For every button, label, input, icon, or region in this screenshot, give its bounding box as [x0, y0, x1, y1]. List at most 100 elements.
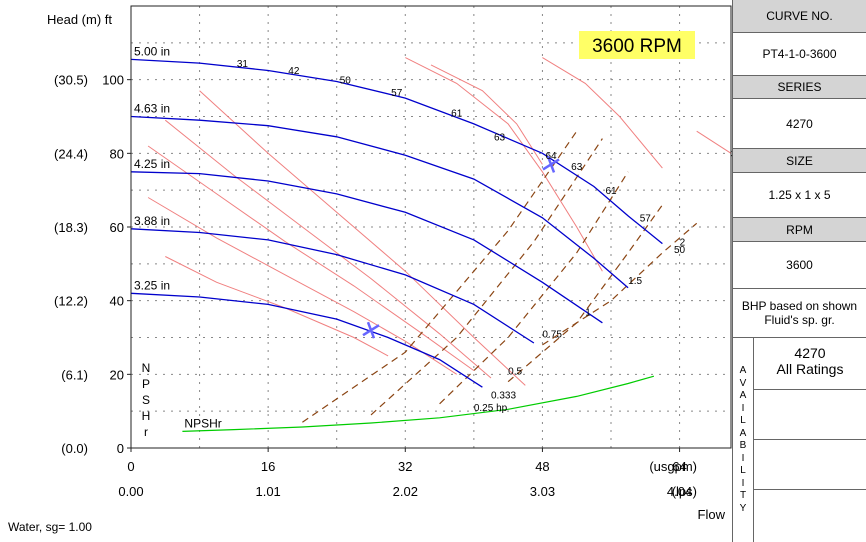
availability-letter: A — [739, 365, 747, 376]
availability-letter: B — [739, 440, 747, 451]
bep-mark — [546, 155, 556, 173]
availability-letter: I — [741, 402, 745, 414]
x-tick-label: 32 — [398, 459, 412, 474]
x-axis-label: Flow — [698, 507, 726, 522]
efficiency-label: 63 — [571, 162, 583, 173]
efficiency-label: 31 — [237, 59, 249, 70]
x-tick-label-secondary: 4.04 — [667, 484, 692, 499]
efficiency-curve — [164, 119, 492, 379]
rpm-value: 3600 — [733, 242, 866, 289]
x-tick-label-secondary: 1.01 — [255, 484, 280, 499]
x-tick-label-secondary: 3.03 — [530, 484, 555, 499]
availability-letter: A — [739, 427, 747, 439]
x-tick-label: 16 — [261, 459, 275, 474]
series-label: SERIES — [733, 76, 866, 99]
y-tick-label-secondary: (18.3) — [54, 220, 88, 235]
efficiency-curve — [147, 197, 457, 375]
impeller-label: 5.00 in — [134, 44, 170, 58]
y-tick-label-secondary: (6.1) — [61, 367, 88, 382]
series-value: 4270 — [733, 99, 866, 149]
x-tick-label-secondary: 0.00 — [118, 484, 143, 499]
npsh-vertical-letter: r — [144, 425, 148, 439]
curve-no-label: CURVE NO. — [733, 0, 866, 33]
bhp-curve — [542, 222, 698, 346]
y-tick-label: 60 — [110, 220, 124, 235]
availability-subtitle: All Ratings — [776, 361, 844, 377]
impeller-curve — [130, 292, 483, 388]
npshr-label: NPSHr — [184, 416, 221, 430]
chart-title: 3600 RPM — [592, 36, 682, 57]
y-axis-label: Head (m) ft — [47, 12, 112, 27]
x-unit-secondary: (lps) — [672, 484, 697, 499]
y-tick-label: 0 — [117, 441, 124, 456]
availability-title: 4270 — [794, 345, 826, 361]
availability-letter: I — [741, 477, 745, 489]
grid — [127, 6, 731, 452]
impeller-curve — [130, 115, 629, 289]
x-tick-label: 64 — [672, 459, 686, 474]
bep-mark — [366, 321, 376, 339]
availability-entry: 4270 All Ratings — [754, 338, 866, 390]
fluid-note: Water, sg= 1.00 — [8, 520, 92, 534]
impeller-label: 3.88 in — [134, 214, 170, 228]
bhp-label: 1.5 — [628, 276, 642, 287]
npsh-vertical-letter: P — [142, 377, 150, 391]
availability-letter: A — [739, 390, 747, 401]
size-value: 1.25 x 1 x 5 — [733, 173, 866, 218]
efficiency-label: 50 — [340, 75, 352, 86]
efficiency-curve — [696, 130, 732, 154]
efficiency-curve — [430, 64, 543, 165]
efficiency-label: 61 — [605, 186, 617, 197]
curve-info-panel: CURVE NO. PT4-1-0-3600 SERIES 4270 SIZE … — [732, 0, 866, 542]
npshr-line — [182, 375, 655, 432]
availability-letter: Y — [739, 502, 747, 514]
availability-letter: L — [740, 465, 746, 476]
efficiency-label: 64 — [545, 151, 557, 162]
impeller-label: 4.63 in — [134, 102, 170, 116]
rpm-label: RPM — [733, 218, 866, 242]
bhp-note: BHP based on shown Fluid's sp. gr. — [733, 289, 866, 338]
x-tick-label: 0 — [127, 459, 134, 474]
size-label: SIZE — [733, 149, 866, 173]
impeller-curve — [130, 58, 663, 245]
efficiency-label: 61 — [451, 109, 463, 120]
impeller-curve — [130, 228, 535, 344]
npsh-vertical-letter: S — [142, 393, 150, 407]
x-tick-label-secondary: 2.02 — [393, 484, 418, 499]
efficiency-label: 57 — [391, 88, 403, 99]
efficiency-label: 63 — [494, 132, 506, 143]
efficiency-curve — [147, 145, 475, 372]
availability-letter: V — [739, 377, 747, 389]
bhp-label: 0.75 — [542, 330, 562, 341]
bhp-label: 0.5 — [508, 366, 522, 377]
curve-no-value: PT4-1-0-3600 — [733, 33, 866, 76]
efficiency-curves — [147, 57, 732, 386]
efficiency-label: 50 — [674, 245, 686, 256]
impeller-label: 4.25 in — [134, 157, 170, 171]
bhp-curve — [302, 130, 578, 423]
y-tick-label-secondary: (24.4) — [54, 146, 88, 161]
availability-letter: I — [741, 452, 745, 464]
efficiency-label: 42 — [288, 66, 300, 77]
title-highlight — [579, 31, 695, 59]
bhp-curve — [507, 204, 663, 383]
bhp-curve — [439, 171, 629, 405]
y-tick-label-secondary: (0.0) — [61, 441, 88, 456]
y-tick-label-secondary: (30.5) — [54, 73, 88, 88]
npshr-curve — [182, 375, 655, 432]
y-tick-label: 100 — [102, 73, 124, 88]
bhp-curves — [302, 130, 698, 423]
availability-letter: L — [740, 415, 746, 426]
y-tick-label: 80 — [110, 146, 124, 161]
pump-curve-chart: 0 0.00 16 1.01 32 2.02 48 3.03 64 4.04 0 (0.0) 20 (6.… — [47, 5, 732, 522]
bhp-curve — [370, 138, 603, 416]
bep-marks — [362, 155, 560, 339]
bhp-label: 2 — [680, 237, 686, 248]
npsh-vertical-letter: H — [142, 409, 151, 423]
npsh-vertical-letter: N — [142, 361, 151, 375]
availability-letter: T — [739, 490, 747, 501]
efficiency-curve — [199, 90, 526, 386]
efficiency-label: 57 — [640, 213, 652, 224]
